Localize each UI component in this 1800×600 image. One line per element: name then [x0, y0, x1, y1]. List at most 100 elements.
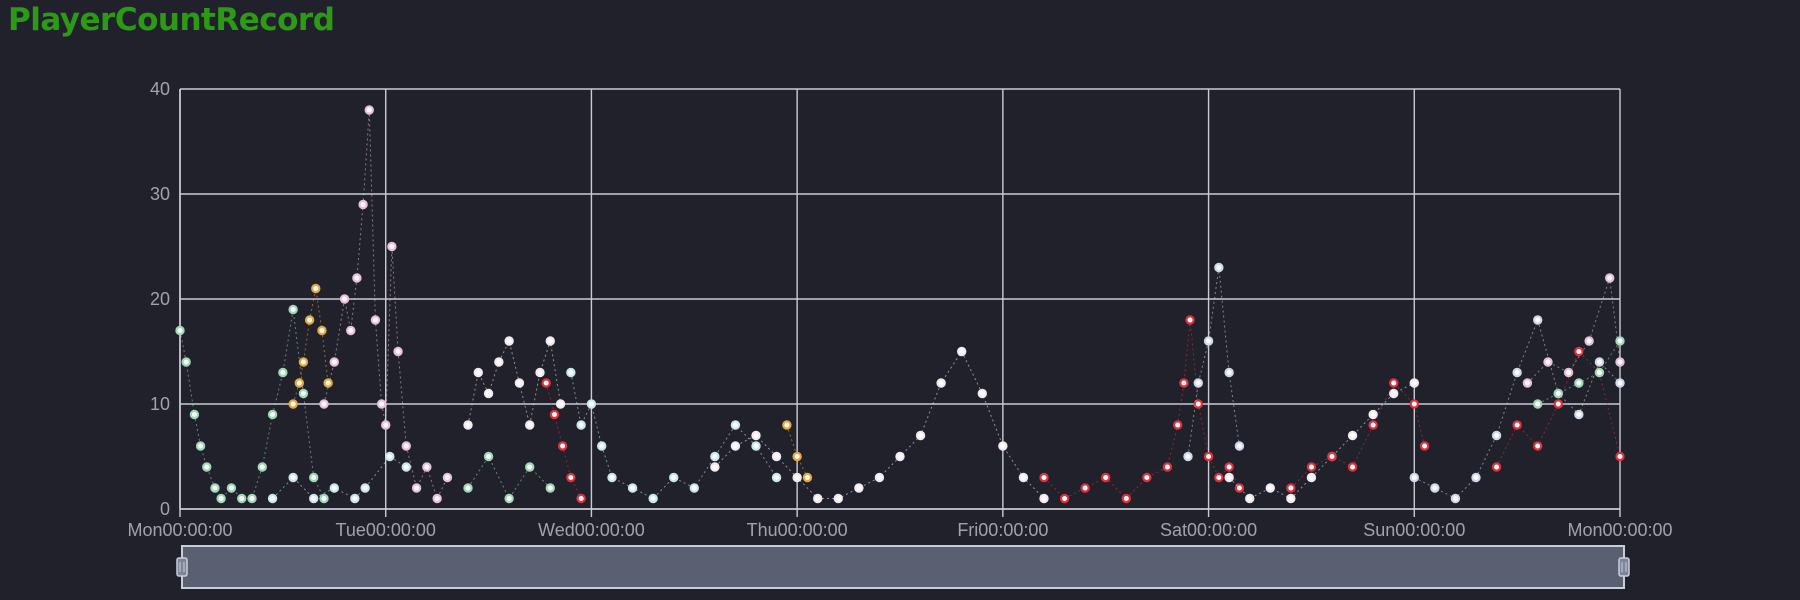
- data-point[interactable]: [298, 388, 309, 399]
- data-point[interactable]: [586, 399, 597, 409]
- data-point[interactable]: [370, 315, 381, 325]
- data-point[interactable]: [1162, 462, 1173, 472]
- data-point[interactable]: [1142, 472, 1152, 483]
- data-point[interactable]: [411, 483, 422, 493]
- data-point[interactable]: [304, 315, 315, 325]
- data-point[interactable]: [710, 462, 720, 472]
- data-point[interactable]: [401, 441, 411, 451]
- data-point[interactable]: [813, 493, 823, 504]
- data-point[interactable]: [1018, 472, 1029, 483]
- data-point[interactable]: [771, 472, 782, 483]
- data-point[interactable]: [1533, 441, 1543, 451]
- data-point[interactable]: [1409, 399, 1419, 409]
- data-point[interactable]: [1594, 357, 1605, 367]
- data-point[interactable]: [607, 472, 617, 483]
- data-point[interactable]: [288, 399, 298, 409]
- data-point[interactable]: [195, 441, 206, 451]
- data-point[interactable]: [792, 472, 802, 483]
- data-point[interactable]: [346, 325, 356, 336]
- data-point[interactable]: [1203, 336, 1214, 346]
- data-point[interactable]: [504, 336, 514, 346]
- data-point[interactable]: [566, 367, 576, 378]
- data-point[interactable]: [309, 493, 319, 504]
- data-point[interactable]: [381, 420, 391, 430]
- data-point[interactable]: [422, 462, 432, 472]
- data-point[interactable]: [555, 399, 566, 409]
- data-point[interactable]: [1214, 472, 1224, 483]
- data-point[interactable]: [352, 273, 362, 283]
- data-point[interactable]: [854, 483, 864, 493]
- data-point[interactable]: [247, 493, 257, 504]
- data-point[interactable]: [998, 441, 1008, 451]
- data-point[interactable]: [202, 462, 212, 472]
- data-point[interactable]: [175, 325, 185, 336]
- data-point[interactable]: [1574, 378, 1584, 388]
- data-point[interactable]: [504, 493, 514, 504]
- data-point[interactable]: [385, 451, 395, 462]
- data-point[interactable]: [710, 451, 720, 462]
- data-point[interactable]: [226, 483, 237, 493]
- data-point[interactable]: [216, 493, 226, 504]
- data-point[interactable]: [1512, 367, 1522, 378]
- data-point[interactable]: [689, 483, 699, 493]
- data-point[interactable]: [1039, 472, 1049, 483]
- data-point[interactable]: [514, 378, 525, 388]
- data-point[interactable]: [1450, 493, 1461, 504]
- data-point[interactable]: [1471, 472, 1481, 483]
- data-point[interactable]: [648, 493, 658, 504]
- data-point[interactable]: [1563, 367, 1574, 378]
- data-point[interactable]: [463, 420, 473, 430]
- data-point[interactable]: [1409, 378, 1419, 388]
- data-point[interactable]: [751, 441, 761, 451]
- data-point[interactable]: [288, 304, 298, 315]
- data-point[interactable]: [1224, 367, 1234, 378]
- data-point[interactable]: [1491, 430, 1502, 441]
- data-point[interactable]: [1327, 451, 1337, 462]
- data-point[interactable]: [833, 493, 843, 504]
- data-point[interactable]: [1409, 472, 1419, 483]
- zoom-track[interactable]: [181, 545, 1625, 589]
- data-point[interactable]: [1594, 367, 1605, 378]
- data-point[interactable]: [1512, 420, 1522, 430]
- data-point[interactable]: [936, 378, 946, 388]
- data-point[interactable]: [1286, 493, 1296, 504]
- data-point[interactable]: [393, 346, 403, 357]
- data-point[interactable]: [1224, 462, 1234, 472]
- data-point[interactable]: [257, 462, 267, 472]
- data-point[interactable]: [1183, 451, 1193, 462]
- data-point[interactable]: [792, 451, 802, 462]
- data-point[interactable]: [1203, 451, 1214, 462]
- data-point[interactable]: [895, 451, 905, 462]
- data-point[interactable]: [1553, 388, 1563, 399]
- data-point[interactable]: [1615, 451, 1625, 462]
- data-point[interactable]: [730, 420, 741, 430]
- data-point[interactable]: [267, 409, 278, 420]
- data-point[interactable]: [1574, 346, 1584, 357]
- data-point[interactable]: [1430, 483, 1440, 493]
- data-point[interactable]: [549, 409, 560, 420]
- data-point[interactable]: [473, 367, 483, 378]
- data-point[interactable]: [442, 472, 453, 483]
- data-point[interactable]: [288, 472, 298, 483]
- data-point[interactable]: [1214, 262, 1224, 273]
- data-point[interactable]: [1101, 472, 1111, 483]
- data-point[interactable]: [576, 493, 586, 504]
- data-point[interactable]: [576, 420, 586, 430]
- data-point[interactable]: [915, 430, 926, 441]
- data-point[interactable]: [364, 105, 374, 115]
- data-point[interactable]: [874, 472, 885, 483]
- data-point[interactable]: [1039, 493, 1049, 504]
- data-point[interactable]: [358, 199, 368, 210]
- data-point[interactable]: [339, 294, 350, 304]
- data-point[interactable]: [1605, 273, 1615, 283]
- data-point[interactable]: [525, 462, 535, 472]
- data-point[interactable]: [751, 430, 761, 441]
- data-point[interactable]: [432, 493, 442, 504]
- data-point[interactable]: [1179, 378, 1189, 388]
- data-point[interactable]: [525, 420, 535, 430]
- data-point[interactable]: [1059, 493, 1070, 504]
- data-point[interactable]: [1543, 357, 1553, 367]
- data-point[interactable]: [802, 472, 813, 483]
- data-point[interactable]: [1286, 483, 1296, 493]
- data-point[interactable]: [771, 451, 782, 462]
